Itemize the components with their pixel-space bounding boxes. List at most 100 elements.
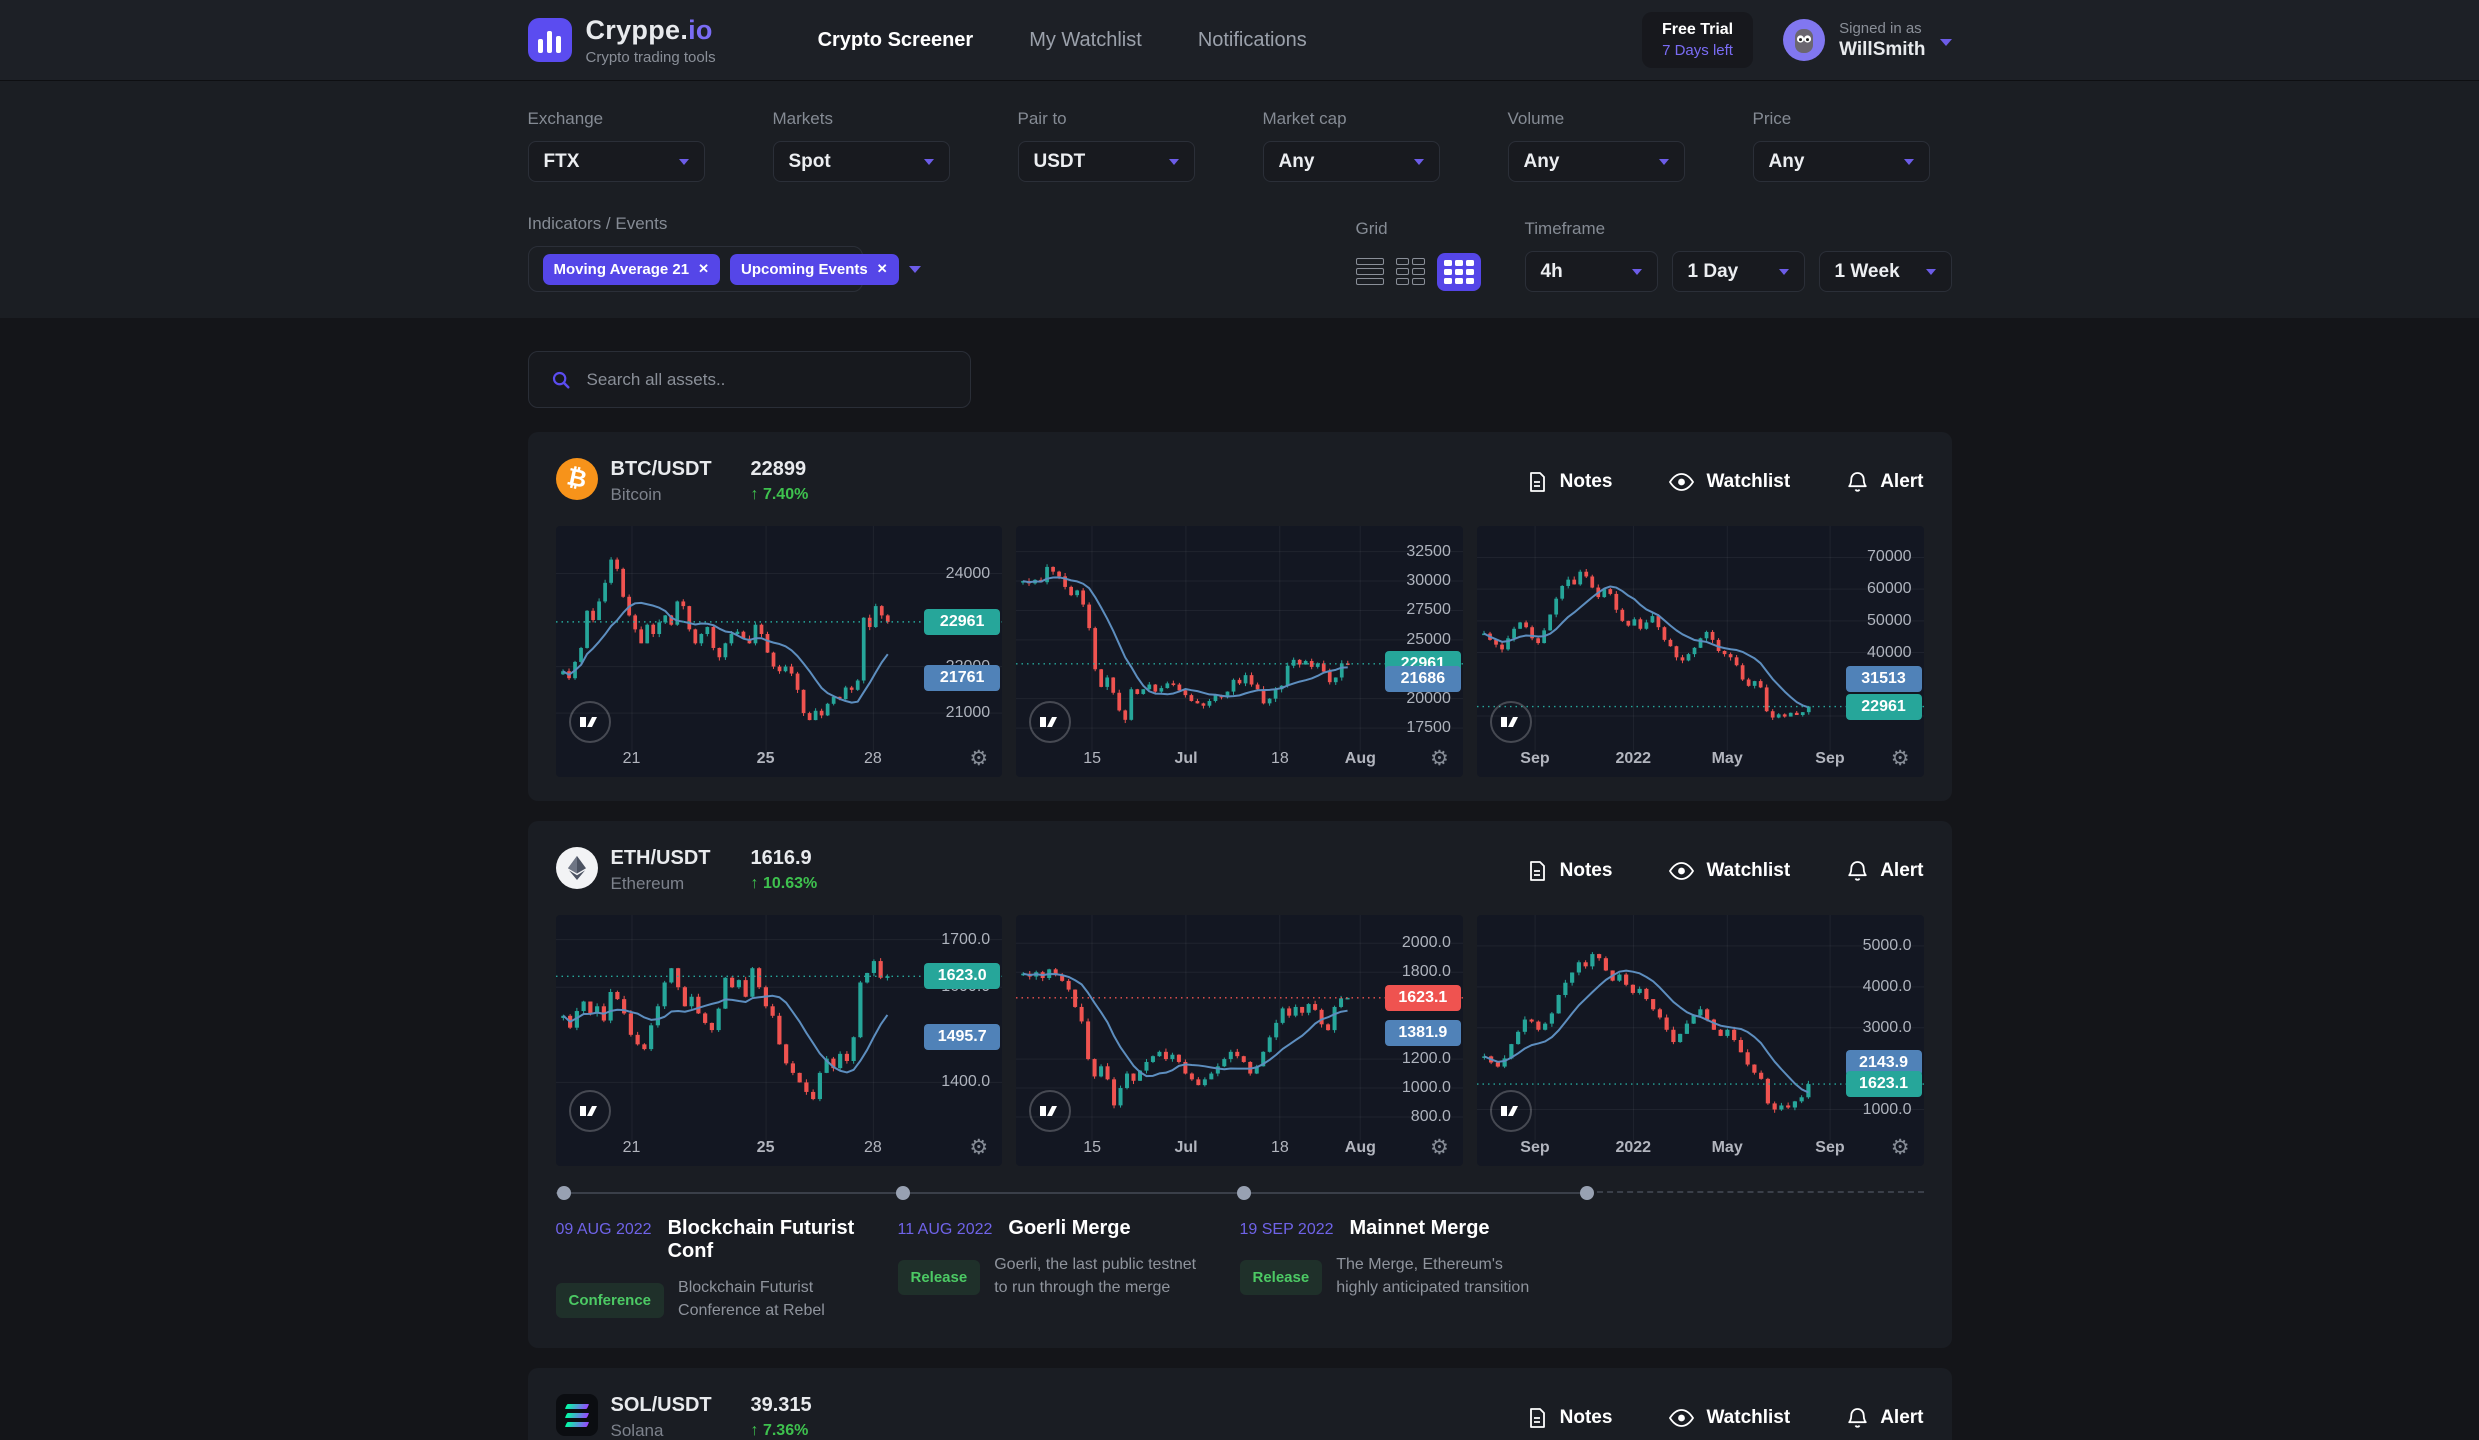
chevron-down-icon <box>1939 38 1952 46</box>
nav-notifications[interactable]: Notifications <box>1197 28 1307 51</box>
timeframe-select-3[interactable]: 1 Week <box>1818 251 1952 292</box>
chart-settings-icon[interactable]: ⚙ <box>969 1136 989 1159</box>
candlestick-plot <box>555 915 1003 1140</box>
notes-button[interactable]: Notes <box>1525 1406 1612 1430</box>
price-tag: 22961 <box>1845 693 1922 720</box>
timeframe-select-1[interactable]: 4h <box>1524 251 1658 292</box>
y-axis-tick-label: 5000.0 <box>1862 936 1912 954</box>
indicators-events-group: Indicators / Events Moving Average 21 ✕ U… <box>527 214 921 292</box>
exchange-select[interactable]: FTX <box>527 141 705 182</box>
grid-view-list-icon[interactable] <box>1355 258 1384 285</box>
markets-select[interactable]: Spot <box>772 141 950 182</box>
chart-settings-icon[interactable]: ⚙ <box>1430 747 1449 770</box>
select-value: Any <box>1768 150 1805 172</box>
tradingview-logo[interactable] <box>1029 1090 1072 1132</box>
btc-chart-1day[interactable]: ⚙ 32500 30000 27500 25000 20000 17500 22961 216… <box>1016 526 1463 777</box>
app-logo[interactable]: Cryppe.io Crypto trading tools <box>527 15 716 66</box>
watchlist-button[interactable]: Watchlist <box>1668 859 1790 883</box>
close-icon[interactable]: ✕ <box>698 261 710 276</box>
screener-results: ₿ BTC/USDT Bitcoin 22899 ↑ 7.40% Notes <box>0 318 2479 1440</box>
event-date: 11 AUG 2022 <box>897 1221 993 1238</box>
candlestick-plot <box>1016 915 1463 1140</box>
y-axis-tick-label: 70000 <box>1867 548 1912 566</box>
tradingview-logo[interactable] <box>1489 1090 1532 1132</box>
select-value: USDT <box>1033 150 1086 172</box>
candlestick-plot <box>1016 526 1463 751</box>
chevron-down-icon <box>678 158 689 165</box>
price-tag: 1623.0 <box>924 963 1001 990</box>
price-change: ↑ 7.40% <box>750 486 809 503</box>
indicators-multiselect[interactable]: Moving Average 21 ✕ Upcoming Events ✕ <box>527 246 921 292</box>
notes-icon <box>1529 1407 1545 1428</box>
event-badge: Release <box>1239 1259 1323 1295</box>
chart-settings-icon[interactable]: ⚙ <box>1430 1136 1449 1159</box>
eth-chart-1week[interactable]: ⚙ 5000.0 4000.0 3000.0 1000.0 2143.9 1623.1 Se… <box>1476 915 1924 1166</box>
tradingview-logo[interactable] <box>568 1090 611 1132</box>
chart-settings-icon[interactable]: ⚙ <box>969 747 989 770</box>
pair-symbol: ETH/USDT <box>610 847 711 869</box>
volume-select[interactable]: Any <box>1507 141 1685 182</box>
grid-view-2col-icon[interactable] <box>1395 258 1425 285</box>
pair-to-select[interactable]: USDT <box>1017 141 1195 182</box>
y-axis-tick-label: 27500 <box>1406 601 1451 619</box>
x-axis-tick-label: 2022 <box>1615 1139 1652 1156</box>
chevron-down-icon <box>1658 158 1669 165</box>
alert-button[interactable]: Alert <box>1846 859 1924 883</box>
tradingview-logo[interactable] <box>568 701 611 743</box>
indicator-pill-upcoming-events[interactable]: Upcoming Events ✕ <box>730 253 899 285</box>
eth-chart-1day[interactable]: ⚙ 2000.0 1800.0 1200.0 1000.0 800.0 1623.1 138… <box>1016 915 1463 1166</box>
filter-pair-to: Pair to USDT <box>1017 109 1195 182</box>
chart-settings-icon[interactable]: ⚙ <box>1890 747 1910 770</box>
free-trial-badge[interactable]: Free Trial 7 Days left <box>1641 12 1754 68</box>
y-axis-tick-label: 30000 <box>1406 572 1451 590</box>
notes-button[interactable]: Notes <box>1525 470 1612 494</box>
btc-chart-1week[interactable]: ⚙ 70000600005000040000200003151322961Sep… <box>1476 526 1924 777</box>
watchlist-label: Watchlist <box>1706 470 1791 492</box>
notes-button[interactable]: Notes <box>1525 859 1612 883</box>
chart-settings-icon[interactable]: ⚙ <box>1890 1136 1910 1159</box>
logo-candles-icon <box>527 18 572 62</box>
filter-market-cap: Market cap Any <box>1262 109 1440 182</box>
select-value: 4h <box>1540 260 1563 282</box>
pair-symbol: BTC/USDT <box>610 458 712 480</box>
price-value: 39.315 <box>750 1394 812 1416</box>
indicator-pill-moving-average[interactable]: Moving Average 21 ✕ <box>542 253 721 285</box>
market-cap-select[interactable]: Any <box>1262 141 1440 182</box>
nav-crypto-screener[interactable]: Crypto Screener <box>817 28 974 51</box>
coin-info: ETH/USDT Ethereum 1616.9 ↑ 10.63% <box>555 847 817 894</box>
alert-button[interactable]: Alert <box>1846 470 1924 494</box>
event-title: Mainnet Merge <box>1349 1217 1490 1239</box>
nav-my-watchlist[interactable]: My Watchlist <box>1029 28 1142 51</box>
notes-icon <box>1529 471 1545 492</box>
watchlist-button[interactable]: Watchlist <box>1668 1406 1790 1430</box>
watchlist-button[interactable]: Watchlist <box>1668 470 1790 494</box>
search-bar[interactable] <box>527 351 971 408</box>
event-title: Blockchain Futurist Conf <box>667 1217 855 1262</box>
price-tag: 21761 <box>924 664 1001 691</box>
grid-view-3col-icon[interactable] <box>1436 252 1481 291</box>
trial-title: Free Trial <box>1661 21 1734 38</box>
price-value: 22899 <box>750 458 807 480</box>
x-axis-tick-label: Aug <box>1344 750 1376 767</box>
tradingview-logo[interactable] <box>1489 701 1532 743</box>
user-menu[interactable]: Signed in as WillSmith <box>1839 20 1952 61</box>
chevron-down-icon <box>1903 158 1914 165</box>
bell-icon <box>1848 471 1867 492</box>
chevron-down-icon <box>1413 158 1424 165</box>
timeframe-select-2[interactable]: 1 Day <box>1671 251 1805 292</box>
price-select[interactable]: Any <box>1752 141 1930 182</box>
x-axis-tick-label: 25 <box>756 750 775 767</box>
alert-button[interactable]: Alert <box>1846 1406 1924 1430</box>
tradingview-logo[interactable] <box>1029 701 1072 743</box>
btc-chart-4h[interactable]: ⚙ 2400022000210002296121761212528 <box>555 526 1003 777</box>
x-axis-tick-label: 15 <box>1083 1139 1102 1156</box>
select-value: 1 Day <box>1687 260 1739 282</box>
username: WillSmith <box>1839 38 1926 60</box>
notes-icon <box>1529 860 1545 881</box>
x-axis-tick-label: May <box>1711 1139 1743 1156</box>
y-axis-tick-label: 1800.0 <box>1401 963 1451 981</box>
avatar[interactable] <box>1783 19 1826 61</box>
search-input[interactable] <box>586 369 948 390</box>
close-icon[interactable]: ✕ <box>876 261 888 276</box>
